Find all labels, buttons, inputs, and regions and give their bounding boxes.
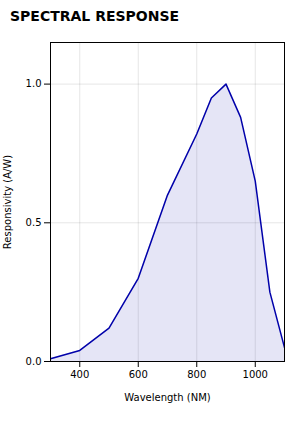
svg-text:800: 800 [187, 369, 206, 380]
html-text:SPECTRAL RESPONSE: SPECTRAL RESPONSE [10, 8, 180, 24]
svg-text:400: 400 [70, 369, 89, 380]
svg-text:Responsivity (A/W): Responsivity (A/W) [2, 155, 13, 249]
svg-text:Wavelength (NM): Wavelength (NM) [124, 392, 211, 403]
svg-text:0.5: 0.5 [26, 217, 42, 228]
svg-text:600: 600 [129, 369, 148, 380]
svg-text:1.0: 1.0 [26, 78, 42, 89]
svg-text:0.0: 0.0 [26, 356, 42, 367]
svg-text:1000: 1000 [243, 369, 268, 380]
